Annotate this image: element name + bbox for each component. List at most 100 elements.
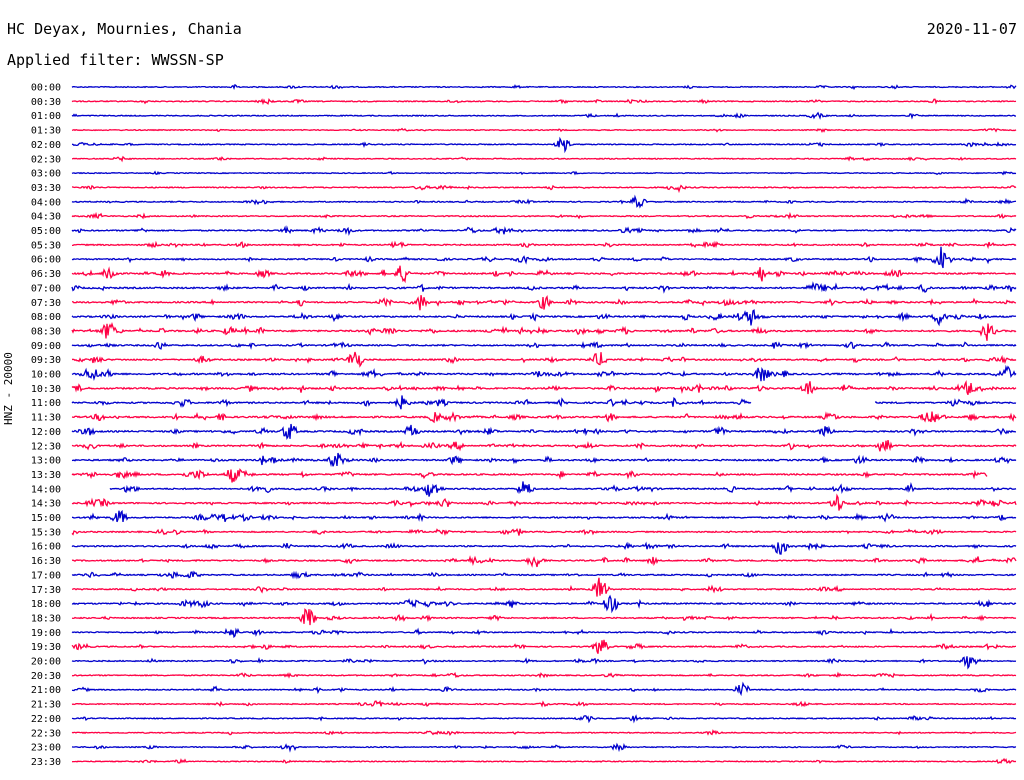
trace-line [71,136,1017,154]
row-time-label: 12:00 [31,427,61,438]
row-time-label: 06:00 [31,255,61,266]
trace-line [71,423,1017,441]
record-date: 2020-11-07 [926,20,1017,38]
trace-line [71,714,1017,724]
row-time-label: 07:00 [31,283,61,294]
row-time-label: 08:00 [31,312,61,323]
row-time-label: 14:00 [31,484,61,495]
row-time-label: 20:30 [31,671,61,682]
trace-line [71,656,1017,670]
trace-line [71,351,1017,368]
row-time-label: 10:30 [31,384,61,395]
trace-line [71,246,1017,269]
row-time-label: 15:00 [31,513,61,524]
trace-line [71,225,1017,237]
trace-line [71,265,1017,284]
row-time-label: 19:30 [31,642,61,653]
row-time-label: 23:00 [31,743,61,754]
row-time-label: 16:00 [31,542,61,553]
row-time-label: 19:00 [31,628,61,639]
trace-line [71,341,1017,350]
trace-line [71,309,1017,327]
row-time-label: 09:30 [31,355,61,366]
station-title: HC Deyax, Mournies, Chania [7,20,242,38]
row-time-label: 04:00 [31,197,61,208]
row-time-label: 23:30 [31,757,61,768]
trace-line [71,541,1017,555]
trace-line [72,240,1017,250]
trace-line [71,742,1017,753]
row-time-label: 05:00 [31,226,61,237]
row-time-label: 07:30 [31,298,61,309]
trace-line [71,671,1017,679]
trace-line [71,411,1017,424]
row-time-label: 10:00 [31,370,61,381]
row-time-label: 04:30 [31,212,61,223]
trace-line [71,608,1017,626]
row-time-label: 02:00 [31,140,61,151]
row-time-label: 18:00 [31,599,61,610]
row-time-label: 17:30 [31,585,61,596]
row-time-label: 01:00 [31,111,61,122]
row-time-label: 17:00 [31,570,61,581]
trace-line [71,699,1017,708]
trace-line [71,527,1017,536]
filter-label: Applied filter: WWSSN-SP [7,51,224,69]
trace-line [71,555,1017,568]
trace-line [71,97,1017,106]
row-time-label: 21:00 [31,685,61,696]
trace-line [71,322,1017,341]
trace-line [71,757,1017,764]
trace-line [71,493,1017,511]
trace-line [71,570,1017,580]
row-time-label: 14:30 [31,499,61,510]
trace-line [71,577,1017,597]
trace-line [71,627,1017,639]
trace-line [71,194,1017,209]
trace-line [71,295,1017,311]
trace-line [109,481,1017,497]
row-time-label: 22:00 [31,714,61,725]
row-time-label: 02:30 [31,154,61,165]
trace-line [71,452,1017,468]
row-time-label: 00:30 [31,97,61,108]
trace-line [71,594,1017,614]
row-time-label: 01:30 [31,126,61,137]
trace-line [71,170,1017,176]
trace-line [71,379,1017,396]
row-time-label: 20:00 [31,657,61,668]
trace-line [71,184,1017,194]
trace-line [71,729,1017,736]
trace-line [71,127,1017,133]
row-time-label: 13:30 [31,470,61,481]
row-time-label: 11:30 [31,413,61,424]
trace-line [71,639,1017,654]
trace-line [71,83,1017,91]
row-time-label: 06:30 [31,269,61,280]
trace-line [71,281,1017,294]
trace-line [71,211,1017,220]
trace-line [71,364,1017,382]
row-time-label: 03:00 [31,169,61,180]
trace-line [71,509,1017,523]
trace-line [71,395,1017,410]
trace-line [71,111,1017,120]
row-time-label: 15:30 [31,527,61,538]
row-time-label: 21:30 [31,700,61,711]
row-time-label: 16:30 [31,556,61,567]
row-time-label: 12:30 [31,441,61,452]
trace-line [71,468,988,483]
row-time-label: 03:30 [31,183,61,194]
row-time-label: 09:00 [31,341,61,352]
row-time-label: 13:00 [31,456,61,467]
trace-line [71,155,1017,163]
row-time-label: 11:00 [31,398,61,409]
row-time-label: 18:30 [31,613,61,624]
row-time-label: 22:30 [31,728,61,739]
row-time-label: 05:30 [31,240,61,251]
row-time-label: 00:00 [31,83,61,94]
trace-line [71,681,1017,697]
row-time-label: 08:30 [31,326,61,337]
trace-line [71,439,1017,452]
